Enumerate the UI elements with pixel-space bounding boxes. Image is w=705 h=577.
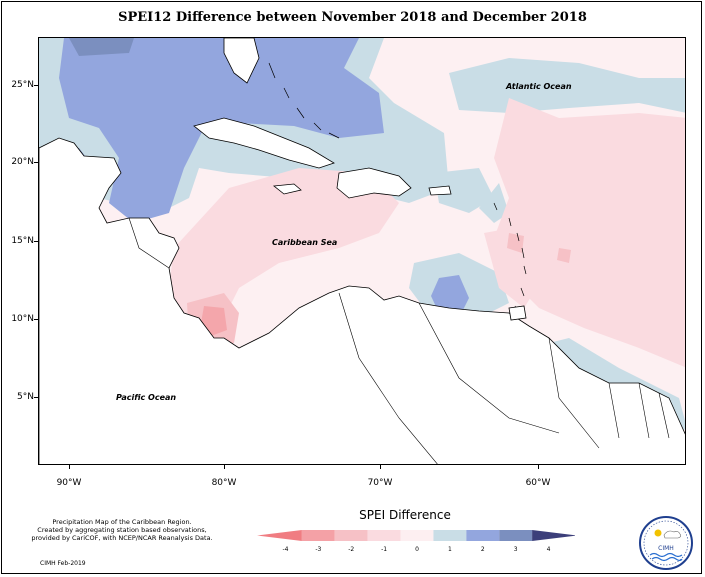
- legend-title: SPEI Difference: [359, 508, 451, 522]
- legend-swatch: [532, 530, 575, 541]
- map-title: SPEI12 Difference between November 2018 …: [118, 10, 587, 25]
- field-pos1-atlantic: [449, 58, 685, 113]
- legend-swatch: [301, 530, 335, 541]
- field-pos1-puertorico: [434, 168, 494, 213]
- legend-tick-label: 0: [415, 546, 419, 553]
- field-pos3-stripe: [69, 38, 134, 56]
- land-jamaica: [272, 183, 302, 195]
- lon-tick: [224, 465, 225, 469]
- field-neg2-lesser: [507, 233, 524, 253]
- legend-tick-label: -2: [348, 546, 354, 553]
- legend-tick-label: 2: [481, 546, 485, 553]
- legend-swatch: [499, 530, 533, 541]
- lon-tick: [380, 465, 381, 469]
- legend-tick-label: -4: [282, 546, 288, 553]
- field-neg3-panama: [201, 306, 227, 336]
- map-panel: [38, 37, 686, 465]
- label-atlantic-ocean: Atlantic Ocean: [506, 82, 572, 91]
- land-trinidad: [508, 305, 527, 321]
- credit-line-2: Created by aggregating station based obs…: [37, 526, 207, 534]
- label-pacific-ocean: Pacific Ocean: [116, 393, 177, 402]
- land-bahamas: [268, 62, 340, 139]
- lat-tick: [34, 241, 38, 242]
- legend-tick-label: -1: [381, 546, 387, 553]
- land-puerto-rico: [428, 185, 452, 196]
- field-neg2-antilles: [557, 248, 571, 263]
- border-lines: [128, 217, 670, 464]
- legend-colorbar: -4 -3 -2 -1 0 1 2 3 4: [257, 530, 575, 553]
- lat-label-25n: 25°N: [11, 80, 34, 90]
- legend-swatch: [257, 530, 302, 541]
- credit-line-1: Precipitation Map of the Caribbean Regio…: [52, 518, 192, 526]
- legend-tick-label: -3: [315, 546, 321, 553]
- lon-label-60w: 60°W: [525, 478, 551, 488]
- legend-swatch: [466, 530, 500, 541]
- credit-line-3: provided by CariCOF, with NCEP/NCAR Rean…: [31, 534, 213, 542]
- lat-label-10n: 10°N: [11, 314, 34, 324]
- lat-label-20n: 20°N: [11, 157, 34, 167]
- legend-tick-label: 4: [547, 546, 551, 553]
- field-neg1-caribbean: [169, 168, 399, 338]
- logo-text: CIMH: [658, 545, 674, 552]
- field-neg1-antilles: [484, 223, 549, 308]
- lon-label-90w: 90°W: [56, 478, 82, 488]
- lat-label-5n: 5°N: [17, 392, 34, 402]
- lon-tick: [69, 465, 70, 469]
- field-neg1-east: [494, 98, 685, 368]
- lat-tick: [34, 319, 38, 320]
- cimh-logo-icon: CIMH: [639, 516, 693, 570]
- field-pos2-northwest: [59, 38, 384, 223]
- map-svg: [39, 38, 685, 464]
- legend-tick-label: 1: [448, 546, 452, 553]
- lat-tick: [34, 162, 38, 163]
- lat-tick: [34, 397, 38, 398]
- lon-tick: [538, 465, 539, 469]
- land-central-america: [39, 137, 685, 464]
- legend-swatch: [367, 530, 401, 541]
- lon-label-80w: 80°W: [211, 478, 237, 488]
- lat-tick: [34, 85, 38, 86]
- land-cuba: [193, 117, 335, 169]
- land-florida: [223, 38, 260, 84]
- credit-stamp: CIMH Feb-2019: [40, 560, 86, 567]
- legend-tick-label: 3: [514, 546, 518, 553]
- legend-swatch: [400, 530, 434, 541]
- land-lesser-antilles: [493, 202, 527, 315]
- lat-label-15n: 15°N: [11, 236, 34, 246]
- land-hispaniola: [336, 167, 412, 199]
- legend-swatch: [334, 530, 368, 541]
- legend-swatch: [433, 530, 467, 541]
- label-caribbean-sea: Caribbean Sea: [272, 238, 338, 247]
- lon-label-70w: 70°W: [367, 478, 393, 488]
